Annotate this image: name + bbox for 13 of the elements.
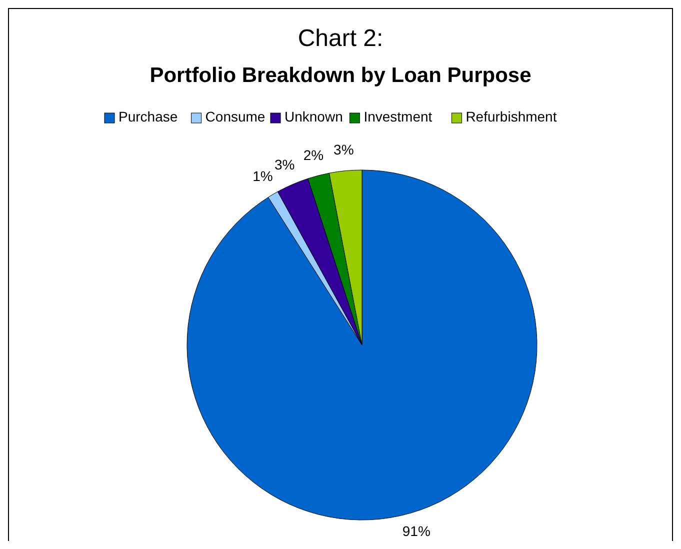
legend-label: Refurbishment — [466, 108, 557, 125]
legend-label: Consume — [205, 108, 266, 125]
pie-slice — [186, 170, 538, 520]
data-label: 2% — [303, 146, 324, 163]
legend-label: Unknown — [284, 108, 343, 125]
chart-subtitle: Portfolio Breakdown by Loan Purpose — [150, 64, 532, 87]
data-label: 91% — [402, 522, 430, 539]
legend-label: Investment — [364, 108, 432, 125]
chart-title: Chart 2: — [298, 25, 384, 52]
data-label: 1% — [252, 168, 273, 184]
data-label: 3% — [334, 142, 354, 158]
data-label: 3% — [274, 156, 295, 173]
legend-label: Purchase — [118, 108, 178, 125]
